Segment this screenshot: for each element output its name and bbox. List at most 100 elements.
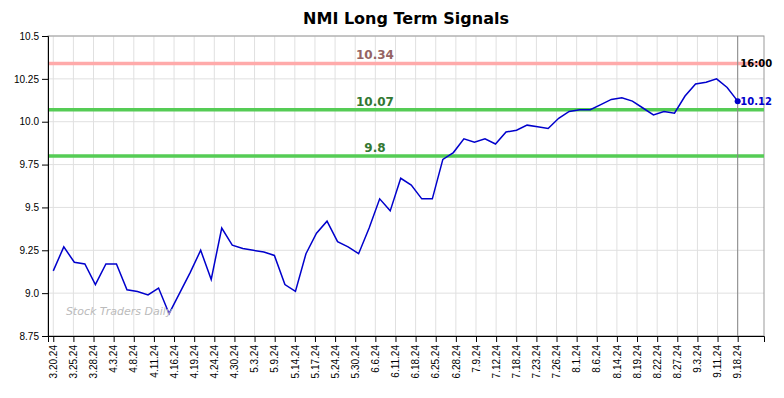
x-tick: 3.20.24: [48, 336, 59, 378]
x-tick: 7.18.24: [511, 336, 522, 378]
end-label: 16:00: [740, 58, 772, 69]
y-tick-mark: [42, 336, 48, 337]
x-tick: 8.14.24: [612, 336, 623, 378]
y-tick-mark: [42, 293, 48, 294]
grid-line-x: [475, 36, 476, 336]
grid-line-x: [53, 36, 54, 336]
grid-line-x: [737, 36, 738, 336]
x-tick: 5.14.24: [290, 336, 301, 378]
x-tick-label: 4.3.24: [108, 345, 119, 373]
x-tick-label: 8.19.24: [632, 345, 643, 379]
x-tick-mark: [416, 336, 417, 342]
reference-line: [48, 62, 764, 66]
x-tick-label: 7.18.24: [511, 345, 522, 379]
y-tick: 10.5: [20, 31, 48, 42]
x-tick-label: 4.24.24: [209, 345, 220, 379]
x-axis-line: [49, 337, 765, 343]
x-tick: 5.30.24: [350, 336, 361, 378]
x-tick: 7.26.24: [551, 336, 562, 378]
x-tick-label: 3.28.24: [88, 345, 99, 379]
x-tick-mark: [275, 336, 276, 342]
grid-line-x: [375, 36, 376, 336]
y-tick: 8.75: [20, 331, 48, 342]
grid-line-y: [48, 164, 764, 165]
x-tick-label: 5.9.24: [269, 345, 280, 373]
grid-line-x: [234, 36, 235, 336]
x-tick: 8.27.24: [672, 336, 683, 378]
x-tick-mark: [295, 336, 296, 342]
x-tick: 7.23.24: [531, 336, 542, 378]
reference-label: 10.07: [356, 95, 394, 109]
x-tick-label: 4.16.24: [169, 345, 180, 379]
x-tick-mark: [577, 336, 578, 342]
x-tick-label: 7.9.24: [471, 345, 482, 373]
grid-line-x: [335, 36, 336, 336]
grid-line-x: [657, 36, 658, 336]
y-axis: 8.759.09.259.59.7510.010.2510.5: [14, 31, 49, 342]
grid-line-x: [576, 36, 577, 336]
x-tick: 4.11.24: [149, 336, 160, 378]
x-tick-mark: [677, 336, 678, 342]
x-tick: 9.18.24: [732, 336, 743, 378]
x-tick-mark: [617, 336, 618, 342]
x-tick-mark: [114, 336, 115, 342]
y-tick-label: 10.25: [14, 74, 39, 85]
grid: [48, 36, 764, 336]
x-tick: 7.12.24: [491, 336, 502, 378]
y-axis-line: [42, 37, 49, 337]
x-tick: 4.8.24: [128, 336, 139, 373]
grid-line-x: [314, 36, 315, 336]
x-tick-label: 6.6.24: [370, 345, 381, 373]
grid-line-y: [48, 121, 764, 122]
y-tick-label: 10.5: [20, 31, 40, 42]
x-tick-mark: [315, 336, 316, 342]
x-tick-mark: [53, 336, 54, 342]
x-tick-mark: [194, 336, 195, 342]
x-tick: 4.24.24: [209, 336, 220, 378]
grid-line-x: [113, 36, 114, 336]
x-tick-mark: [476, 336, 477, 342]
grid-line-x: [194, 36, 195, 336]
x-tick-label: 4.8.24: [128, 345, 139, 373]
x-tick-mark: [94, 336, 95, 342]
x-tick: 6.28.24: [451, 336, 462, 378]
x-tick-mark: [214, 336, 215, 342]
x-tick-mark: [456, 336, 457, 342]
x-tick-mark: [255, 336, 256, 342]
y-tick-mark: [42, 250, 48, 251]
grid-line-x: [536, 36, 537, 336]
grid-line-x: [274, 36, 275, 336]
grid-line-x: [395, 36, 396, 336]
reference-line: [48, 108, 764, 112]
y-tick-mark: [42, 79, 48, 80]
x-tick-label: 6.18.24: [410, 345, 421, 379]
y-tick: 9.0: [25, 288, 48, 299]
grid-line-x: [174, 36, 175, 336]
grid-line-x: [596, 36, 597, 336]
x-tick-mark: [637, 336, 638, 342]
x-tick-label: 5.14.24: [290, 345, 301, 379]
grid-line-x: [697, 36, 698, 336]
watermark: Stock Traders Daily: [66, 305, 173, 318]
x-tick-label: 5.30.24: [350, 345, 361, 379]
chart: 3.20.24 3.25.24 3.28.24 4.3.24 4.8.24 4.11.24…: [0, 0, 784, 398]
x-tick: 4.16.24: [169, 336, 180, 378]
y-tick: 9.25: [20, 245, 48, 256]
y-tick-mark: [42, 36, 48, 37]
x-tick-mark: [174, 336, 175, 342]
x-tick-mark: [496, 336, 497, 342]
x-tick: 6.18.24: [410, 336, 421, 378]
x-tick-label: 3.25.24: [68, 345, 79, 379]
x-tick-label: 7.12.24: [491, 345, 502, 379]
x-tick: 6.25.24: [430, 336, 441, 378]
end-label: 10.12: [740, 96, 772, 107]
grid-line-x: [73, 36, 74, 336]
x-tick-mark: [657, 336, 658, 342]
grid-line-y: [48, 207, 764, 208]
x-tick-mark: [516, 336, 517, 342]
x-tick-label: 4.19.24: [189, 345, 200, 379]
x-tick-label: 8.1.24: [571, 345, 582, 373]
x-tick-mark: [697, 336, 698, 342]
x-tick-mark: [395, 336, 396, 342]
x-tick-mark: [234, 336, 235, 342]
